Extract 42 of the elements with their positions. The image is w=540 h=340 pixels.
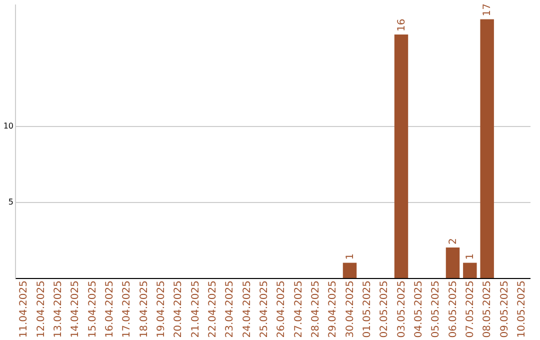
x-tick-label: 13.04.2025 [52,280,64,338]
data-label: 1 [464,253,476,260]
x-tick-label: 05.05.2025 [430,280,442,338]
x-tick-label: 15.04.2025 [87,280,98,338]
x-tick-label: 08.05.2025 [482,280,494,338]
x-tick-label: 01.05.2025 [362,280,373,338]
x-tick-label: 28.04.2025 [310,280,322,338]
x-tick-label: 27.04.2025 [293,280,304,338]
bar [446,248,460,278]
data-label: 2 [448,238,459,245]
y-tick-label: 10 [3,121,14,130]
data-label: 1 [344,253,356,260]
x-tick-label: 11.04.2025 [18,280,30,338]
x-tick-label: 14.04.2025 [70,280,82,338]
x-tick-label: 23.04.2025 [224,280,236,338]
x-tick-label: 25.04.2025 [258,280,270,338]
x-tick-label: 10.05.2025 [516,280,528,338]
x-tick-label: 21.04.2025 [190,280,202,338]
x-tick-label: 17.04.2025 [122,280,133,338]
x-tick-label: 22.04.2025 [207,280,218,338]
x-tick-label: 06.05.2025 [448,280,459,338]
x-tick-label: 30.04.2025 [344,280,356,338]
x-tick-label: 26.04.2025 [276,280,288,338]
bar [394,34,408,278]
x-tick-label: 03.05.2025 [396,280,408,338]
x-tick-label: 19.04.2025 [156,280,167,338]
x-tick-label: 16.04.2025 [104,280,116,338]
data-label: 17 [482,3,494,16]
bar [480,19,494,278]
x-tick-label: 18.04.2025 [138,280,150,338]
data-label: 16 [396,18,408,32]
x-tick-label: 29.04.2025 [328,280,339,338]
x-tick-label: 24.04.2025 [242,280,253,338]
bar [342,262,357,278]
x-tick-label: 20.04.2025 [173,280,184,338]
x-tick-label: 02.05.2025 [379,280,390,338]
x-tick-label: 12.04.2025 [36,280,47,338]
x-tick-label: 04.05.2025 [413,280,424,338]
x-tick-label: 07.05.2025 [464,280,476,338]
bar [463,262,477,278]
y-tick-label: 5 [8,197,14,206]
x-tick-label: 09.05.2025 [499,280,510,338]
